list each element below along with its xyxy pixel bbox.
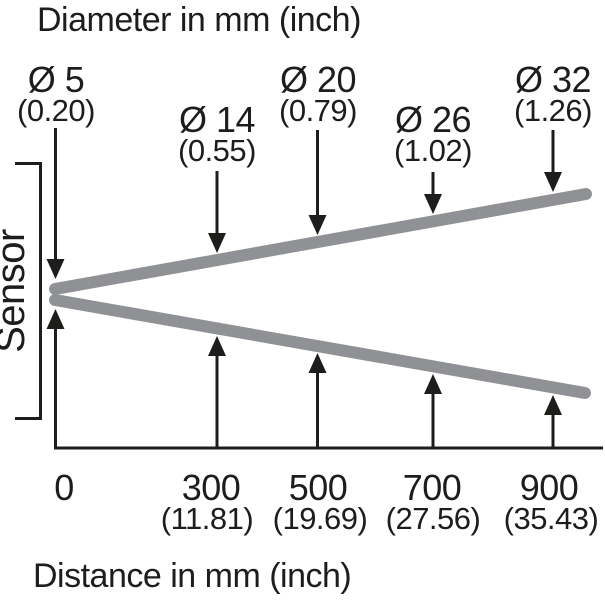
- tick-inch-label: (19.69): [273, 501, 368, 536]
- tick-mm-label: 300: [182, 467, 241, 508]
- x-axis-tick-labels: 0 300 (11.81) 500 (19.69) 700 (27.56) 90…: [54, 467, 599, 536]
- diameter-mm-label: Ø 20: [280, 59, 356, 100]
- sensor-bracket: [15, 162, 42, 420]
- arrow-down-icon: [544, 172, 562, 192]
- tick-mm-label: 700: [403, 467, 462, 508]
- arrow-up-icon: [308, 353, 327, 373]
- sensor-beam: [49, 188, 592, 399]
- up-arrow-500mm: [308, 353, 327, 448]
- diameter-annotation-d20: Ø 20 (0.79): [279, 59, 357, 235]
- diameter-annotation-d32: Ø 32 (1.26): [514, 59, 592, 192]
- tick-inch-label: (27.56): [386, 501, 481, 536]
- arrow-down-icon: [46, 259, 65, 279]
- diameter-inch-label: (0.55): [178, 133, 256, 168]
- up-arrow-300mm: [208, 336, 226, 448]
- diameter-mm-label: Ø 32: [515, 59, 591, 100]
- tick-inch-label: (11.81): [161, 501, 253, 536]
- tick-inch-label: (35.43): [504, 501, 599, 536]
- diameter-inch-label: (0.79): [279, 93, 357, 128]
- arrow-up-icon: [424, 374, 442, 394]
- sensor-label: Sensor: [0, 229, 33, 353]
- diameter-annotation-d14: Ø 14 (0.55): [178, 99, 256, 253]
- beam-lower-edge: [49, 294, 591, 399]
- up-arrow-900mm: [544, 395, 562, 448]
- diameter-mm-label: Ø 5: [28, 59, 85, 100]
- up-arrow-0mm: [46, 309, 65, 448]
- tick-mm-label: 500: [289, 467, 348, 508]
- diameter-annotation-d5: Ø 5 (0.20): [17, 59, 95, 279]
- diameter-mm-label: Ø 14: [179, 99, 255, 140]
- up-arrow-700mm: [424, 374, 442, 448]
- arrow-down-icon: [208, 233, 226, 253]
- x-axis-label: Distance in mm (inch): [33, 557, 351, 595]
- diameter-inch-label: (1.02): [394, 133, 472, 168]
- diameter-mm-label: Ø 26: [395, 99, 471, 140]
- arrow-up-icon: [46, 309, 65, 329]
- arrow-up-icon: [208, 336, 226, 356]
- beam-upper-edge: [49, 188, 592, 295]
- diameter-annotation-d26: Ø 26 (1.02): [394, 99, 472, 214]
- tick-mm-label: 900: [520, 467, 579, 508]
- arrow-down-icon: [424, 194, 442, 214]
- diameter-inch-label: (0.20): [17, 93, 95, 128]
- diameter-inch-label: (1.26): [514, 93, 592, 128]
- arrow-up-icon: [544, 395, 562, 415]
- diagram-title: Diameter in mm (inch): [37, 1, 361, 39]
- tick-mm-label: 0: [54, 467, 74, 508]
- arrow-down-icon: [308, 215, 327, 235]
